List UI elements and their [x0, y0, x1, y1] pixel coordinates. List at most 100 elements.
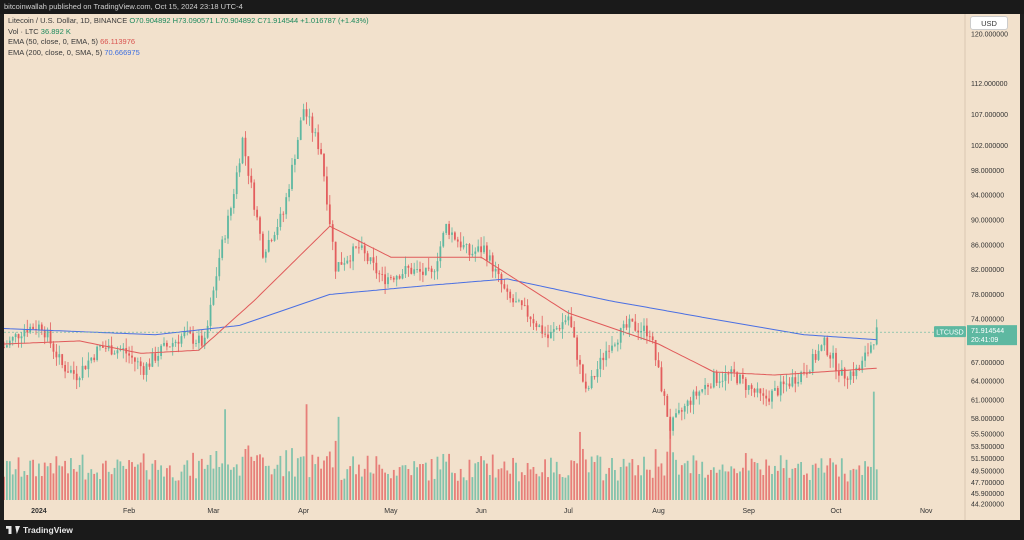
y-tick-label: 74.000000 — [971, 317, 1004, 324]
volume-bar — [395, 475, 398, 500]
symbol-title: Litecoin / U.S. Dollar, 1D, BINANCE — [8, 16, 128, 25]
candle-body — [381, 274, 384, 276]
candle-body — [448, 223, 450, 235]
candle-body — [753, 388, 756, 393]
x-tick-label: Jul — [564, 508, 573, 515]
candle-body — [299, 120, 302, 140]
volume-bar — [806, 473, 808, 500]
candle-body — [206, 325, 209, 338]
volume-bar — [372, 473, 375, 500]
candle-body — [555, 328, 558, 330]
volume-label: Vol · LTC — [8, 26, 39, 36]
candle-body — [131, 355, 133, 358]
volume-bar — [317, 456, 320, 500]
volume-bar — [611, 457, 613, 500]
volume-bar — [791, 468, 794, 500]
legend-ema50-row: EMA (50, close, 0, EMA, 5) 66.113976 — [8, 37, 369, 48]
candle-body — [395, 275, 398, 280]
volume-bar — [576, 463, 578, 500]
candle-body — [291, 164, 293, 190]
candle-body — [46, 330, 49, 338]
candle-body — [852, 371, 855, 376]
candle-body — [800, 371, 802, 382]
candle-body — [26, 329, 29, 333]
currency-button[interactable]: USD — [970, 16, 1008, 30]
candle-body — [218, 257, 221, 277]
volume-bar — [858, 465, 861, 500]
volume-bar — [503, 461, 506, 500]
volume-bar — [689, 473, 692, 500]
volume-bar — [692, 455, 695, 500]
y-tick-label: 120.000000 — [971, 32, 1008, 39]
volume-bar — [686, 460, 689, 500]
candle-body — [701, 389, 704, 392]
candle-body — [262, 233, 264, 258]
candle-body — [212, 290, 215, 305]
candle-body — [433, 271, 436, 273]
volume-bar — [87, 472, 90, 500]
volume-bar — [314, 464, 317, 500]
candle-body — [840, 368, 843, 376]
volume-bar — [625, 466, 628, 500]
volume-bar — [480, 456, 482, 500]
candle-body — [826, 337, 829, 356]
volume-bar — [32, 459, 34, 500]
candle-body — [861, 360, 864, 371]
volume-bar — [491, 454, 494, 500]
volume-bar — [605, 473, 608, 500]
candle-body — [480, 246, 482, 253]
candle-body — [625, 324, 628, 328]
candle-body — [855, 367, 858, 376]
candle-body — [104, 347, 107, 349]
candle-body — [611, 345, 613, 351]
volume-bar — [721, 464, 724, 500]
candle-body — [602, 357, 605, 361]
volume-bar — [695, 460, 698, 500]
candle-body — [317, 132, 320, 150]
candle-body — [643, 325, 645, 332]
volume-bar — [660, 463, 663, 500]
volume-bar — [614, 470, 616, 500]
candle-body — [40, 324, 43, 331]
volume-bar — [390, 478, 392, 500]
volume-bar — [227, 464, 229, 500]
volume-bar — [369, 472, 372, 500]
candle-body — [686, 400, 689, 407]
candle-body — [518, 300, 520, 302]
volume-bar — [407, 468, 410, 500]
candle-body — [488, 255, 491, 261]
candle-body — [346, 260, 349, 264]
volume-bar — [838, 476, 840, 500]
candle-body — [765, 395, 768, 399]
candle-body — [247, 156, 250, 176]
candle-body — [654, 340, 657, 361]
volume-bar — [852, 468, 855, 500]
volume-bar — [40, 476, 43, 500]
candle-body — [619, 328, 622, 343]
x-tick-label: Jun — [475, 508, 486, 515]
candle-body — [384, 274, 386, 285]
volume-bar — [582, 448, 584, 500]
volume-bar — [599, 456, 602, 500]
volume-bar — [861, 474, 864, 500]
x-tick-label: 2024 — [31, 508, 47, 515]
volume-bar — [462, 477, 465, 500]
candle-body — [87, 360, 90, 370]
volume-bar — [518, 481, 520, 500]
volume-bar — [794, 468, 797, 500]
y-tick-label: 64.000000 — [971, 379, 1004, 386]
candle-body — [171, 343, 174, 347]
volume-bar — [596, 455, 599, 500]
tradingview-brand[interactable]: TradingView — [6, 525, 73, 535]
volume-bar — [401, 465, 404, 500]
volume-bar — [523, 475, 526, 500]
candle-body — [235, 172, 238, 195]
volume-bar — [733, 468, 736, 500]
volume-bar — [872, 391, 875, 500]
volume-bar — [104, 460, 107, 500]
candle-body — [168, 346, 171, 348]
price-chart[interactable]: 120.000000 112.000000 107.000000 102.000000… — [4, 14, 1020, 520]
chart-area[interactable] — [4, 14, 1020, 520]
candle-body — [174, 341, 177, 344]
